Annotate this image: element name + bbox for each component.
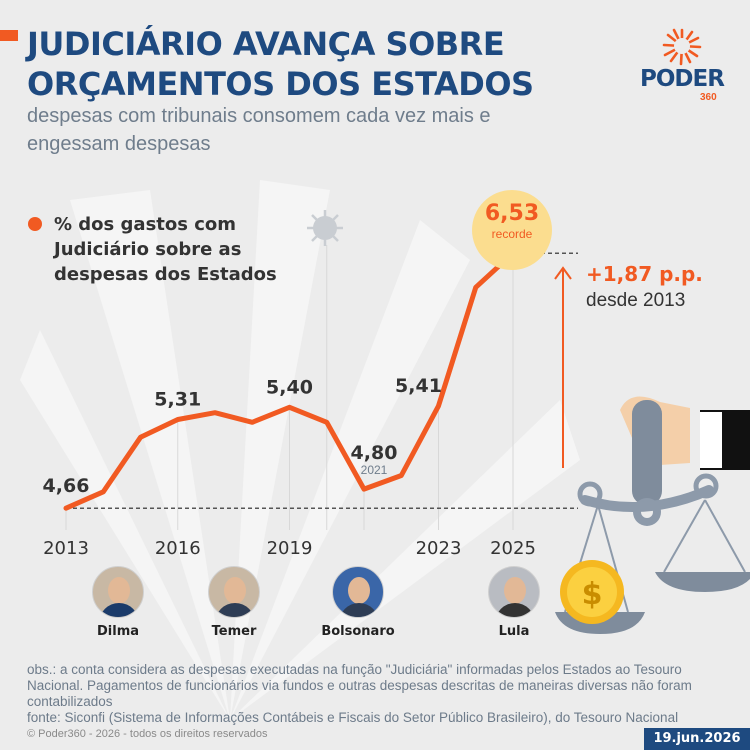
- president-name: Dilma: [96, 624, 140, 639]
- data-label: 4,66: [43, 475, 90, 497]
- president-name: Temer: [211, 624, 257, 639]
- x-tick-label: 2019: [267, 538, 313, 559]
- data-label-sub: 2021: [361, 463, 388, 477]
- sunburst-icon: [662, 28, 702, 66]
- copyright: © Poder360 - 2026 - todos os direitos re…: [27, 728, 268, 740]
- data-label: 5,41: [395, 375, 442, 397]
- x-tick-label: 2013: [43, 538, 89, 559]
- publication-date: 19.jun.2026: [644, 728, 750, 750]
- legend-label: % dos gastos com Judiciário sobre as des…: [54, 214, 277, 285]
- avatar: [488, 566, 540, 618]
- president-temer: Temer: [189, 566, 279, 639]
- x-tick-label: 2023: [416, 538, 462, 559]
- brand-name: PODER: [640, 66, 725, 92]
- arrow-up-icon: [554, 266, 572, 468]
- x-tick-label: 2025: [490, 538, 536, 559]
- legend-dot-icon: [28, 217, 42, 231]
- scale-of-justice-icon: $: [555, 396, 750, 634]
- footnotes: obs.: a conta considera as despesas exec…: [27, 662, 727, 726]
- president-lula: Lula: [469, 566, 559, 639]
- virus-icon: [307, 210, 343, 246]
- series-line: [63, 250, 516, 511]
- data-label: 5,31: [154, 389, 201, 411]
- delta-value: +1,87 p.p.: [586, 262, 703, 286]
- record-value: 6,53: [484, 201, 540, 226]
- avatar: [208, 566, 260, 618]
- title-line-2: ORÇAMENTOS DOS ESTADOS: [27, 65, 534, 103]
- page-title: JUDICIÁRIO AVANÇA SOBRE ORÇAMENTOS DOS E…: [27, 24, 587, 104]
- footnote-source: fonte: Siconfi (Sistema de Informações C…: [27, 710, 679, 725]
- delta-subtitle: desde 2013: [586, 290, 686, 311]
- x-tick-label: 2016: [155, 538, 201, 559]
- page-subtitle: despesas com tribunais consomem cada vez…: [27, 105, 491, 155]
- data-label: 5,40: [266, 376, 313, 398]
- president-name: Lula: [498, 624, 530, 639]
- avatar: [332, 566, 384, 618]
- record-badge: 6,53 recorde: [472, 190, 552, 270]
- record-label: recorde: [491, 227, 533, 241]
- brand-number: 360: [700, 92, 717, 103]
- president-name: Bolsonaro: [321, 624, 395, 639]
- footnote-observation: obs.: a conta considera as despesas exec…: [27, 662, 692, 709]
- accent-bar: [0, 30, 18, 41]
- president-bolsonaro: Bolsonaro: [313, 566, 403, 639]
- president-dilma: Dilma: [73, 566, 163, 639]
- brand-logo: PODER 360: [640, 26, 730, 106]
- svg-text:$: $: [582, 577, 603, 612]
- title-line-1: JUDICIÁRIO AVANÇA SOBRE: [27, 25, 505, 63]
- data-label: 4,80: [351, 442, 398, 464]
- avatar: [92, 566, 144, 618]
